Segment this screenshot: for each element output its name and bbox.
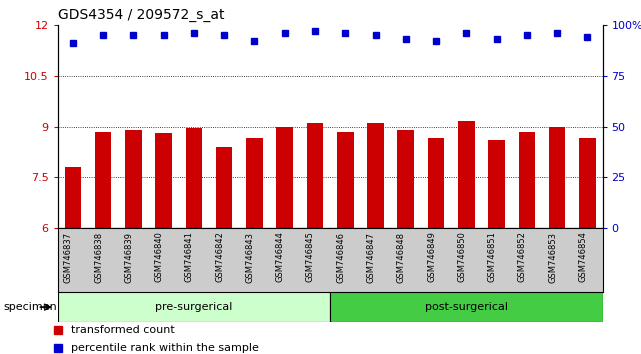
Text: GSM746846: GSM746846	[337, 232, 345, 282]
Text: GSM746852: GSM746852	[518, 232, 527, 282]
Bar	[276, 127, 293, 228]
Text: GSM746848: GSM746848	[397, 232, 406, 282]
Bar	[549, 127, 565, 228]
Text: GSM746837: GSM746837	[64, 232, 73, 282]
Bar	[65, 167, 81, 228]
Bar	[337, 132, 354, 228]
Text: transformed count: transformed count	[71, 325, 175, 335]
Text: GSM746840: GSM746840	[154, 232, 163, 282]
Bar	[428, 138, 444, 228]
Text: percentile rank within the sample: percentile rank within the sample	[71, 343, 259, 353]
Text: GSM746853: GSM746853	[548, 232, 557, 282]
Text: GSM746841: GSM746841	[185, 232, 194, 282]
Bar	[186, 128, 202, 228]
Bar	[458, 121, 474, 228]
Bar	[246, 138, 263, 228]
Bar	[155, 133, 172, 228]
Text: GSM746838: GSM746838	[94, 232, 103, 282]
Text: GDS4354 / 209572_s_at: GDS4354 / 209572_s_at	[58, 8, 224, 22]
Bar	[125, 130, 142, 228]
Bar	[397, 130, 414, 228]
Text: GSM746845: GSM746845	[306, 232, 315, 282]
Text: GSM746849: GSM746849	[427, 232, 436, 282]
Text: GSM746851: GSM746851	[488, 232, 497, 282]
Bar	[519, 132, 535, 228]
Text: pre-surgerical: pre-surgerical	[155, 302, 233, 312]
Text: GSM746842: GSM746842	[215, 232, 224, 282]
Text: post-surgerical: post-surgerical	[425, 302, 508, 312]
Bar	[216, 147, 233, 228]
Bar	[95, 132, 112, 228]
Bar	[488, 140, 505, 228]
Text: GSM746850: GSM746850	[457, 232, 467, 282]
Bar	[330, 292, 603, 322]
Bar	[367, 123, 384, 228]
Text: GSM746843: GSM746843	[246, 232, 254, 282]
Text: GSM746844: GSM746844	[276, 232, 285, 282]
Text: GSM746839: GSM746839	[124, 232, 133, 282]
Text: GSM746847: GSM746847	[367, 232, 376, 282]
Bar	[306, 123, 323, 228]
Text: GSM746854: GSM746854	[578, 232, 587, 282]
Text: specimen: specimen	[3, 302, 57, 312]
Bar	[579, 138, 595, 228]
Bar	[58, 292, 330, 322]
